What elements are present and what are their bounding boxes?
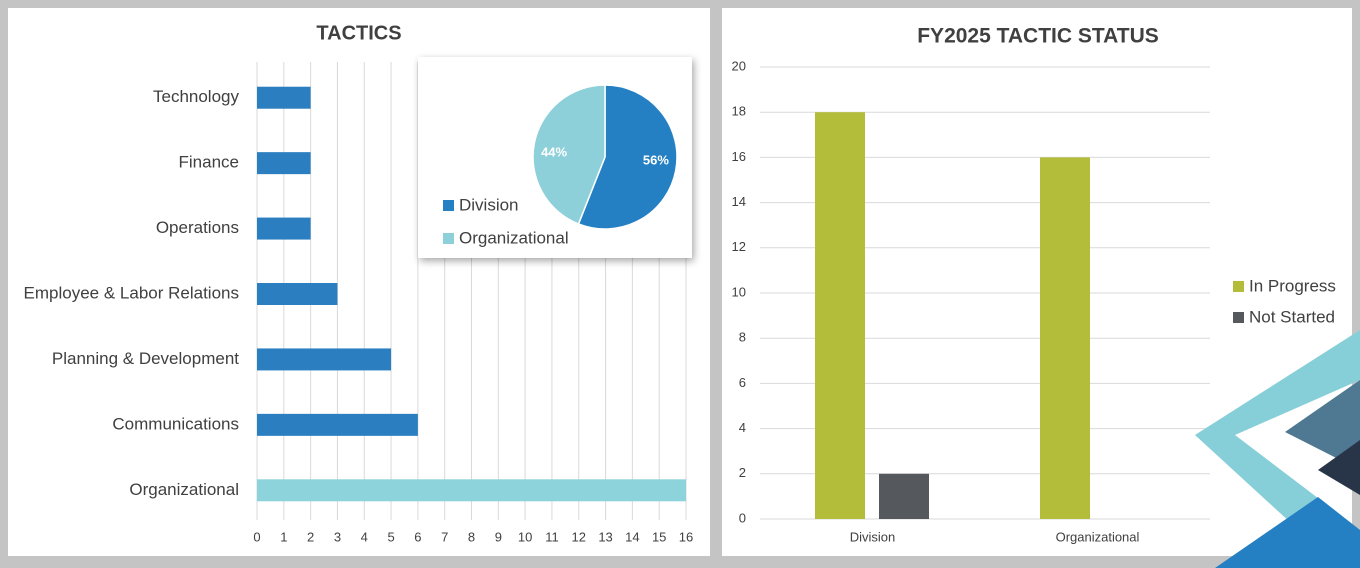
pie-chart: 56% Division 44% Organizational: [443, 84, 678, 247]
chart-title: FY2025 TACTIC STATUS: [917, 25, 1159, 48]
deco-shape: [1285, 380, 1360, 470]
legend-label: Division: [459, 195, 519, 214]
x-tick-label: 6: [414, 529, 421, 544]
x-tick-label: 2: [307, 529, 314, 544]
bar: [257, 86, 311, 109]
bar: [257, 283, 338, 305]
legend-swatch: [443, 200, 454, 211]
x-tick-label: 3: [334, 529, 341, 544]
x-tick-label: 10: [518, 529, 532, 544]
pie-slice: [577, 84, 678, 230]
legend-swatch: [1233, 312, 1244, 323]
y-tick-label: 14: [732, 194, 746, 209]
x-tick-label: 4: [361, 529, 368, 544]
y-tick-label: Operations: [156, 218, 239, 237]
y-tick-label: Communications: [112, 414, 239, 433]
bar: [257, 479, 686, 502]
bar: [257, 217, 311, 240]
x-tick-label: 13: [598, 529, 612, 544]
y-tick-label: 18: [732, 104, 746, 119]
x-tick-label: Organizational: [1056, 529, 1140, 544]
legend-label: Organizational: [459, 228, 569, 247]
y-tick-label: 20: [732, 58, 746, 73]
y-tick-label: 6: [739, 375, 746, 390]
status-chart: FY2025 TACTIC STATUS 0 2 4 6 8 10 12 14 16 18 20 Div…: [732, 25, 1336, 545]
bar: [815, 112, 865, 519]
x-tick-label: 5: [387, 529, 394, 544]
x-tick-label: 14: [625, 529, 639, 544]
x-tick-label: 16: [679, 529, 693, 544]
data-label: 56%: [643, 152, 669, 167]
y-tick-label: Technology: [153, 87, 240, 106]
y-tick-label: 4: [739, 420, 746, 435]
y-tick-label: 10: [732, 284, 746, 299]
bar: [257, 152, 311, 175]
x-tick-label: 15: [652, 529, 666, 544]
bar: [1040, 157, 1090, 519]
chart-title: TACTICS: [316, 22, 401, 44]
y-tick-label: Finance: [179, 153, 239, 172]
x-tick-label: 9: [495, 529, 502, 544]
x-tick-label: Division: [850, 529, 896, 544]
decoration: [1195, 330, 1360, 568]
y-tick-label: 0: [739, 510, 746, 525]
bar: [879, 473, 929, 519]
y-tick-label: 12: [732, 239, 746, 254]
bar: [257, 348, 392, 371]
pie-slice: [532, 84, 606, 225]
x-tick-label: 0: [253, 529, 260, 544]
deco-shape: [1318, 440, 1360, 495]
x-tick-label: 1: [280, 529, 287, 544]
legend-swatch: [443, 233, 454, 244]
y-tick-label: Organizational: [129, 480, 239, 499]
legend-label: In Progress: [1249, 276, 1336, 295]
data-label: 44%: [541, 144, 567, 159]
deco-shape: [1215, 475, 1360, 568]
y-tick-label: 16: [732, 149, 746, 164]
x-tick-label: 7: [441, 529, 448, 544]
legend-label: Not Started: [1249, 307, 1335, 326]
y-tick-label: Planning & Development: [52, 349, 239, 368]
y-tick-label: Employee & Labor Relations: [24, 283, 239, 302]
y-tick-label: 2: [739, 465, 746, 480]
bar: [257, 413, 418, 436]
y-tick-label: 8: [739, 330, 746, 345]
legend-swatch: [1233, 281, 1244, 292]
x-tick-label: 8: [468, 529, 475, 544]
x-tick-label: 12: [572, 529, 586, 544]
x-tick-label: 11: [545, 529, 559, 544]
